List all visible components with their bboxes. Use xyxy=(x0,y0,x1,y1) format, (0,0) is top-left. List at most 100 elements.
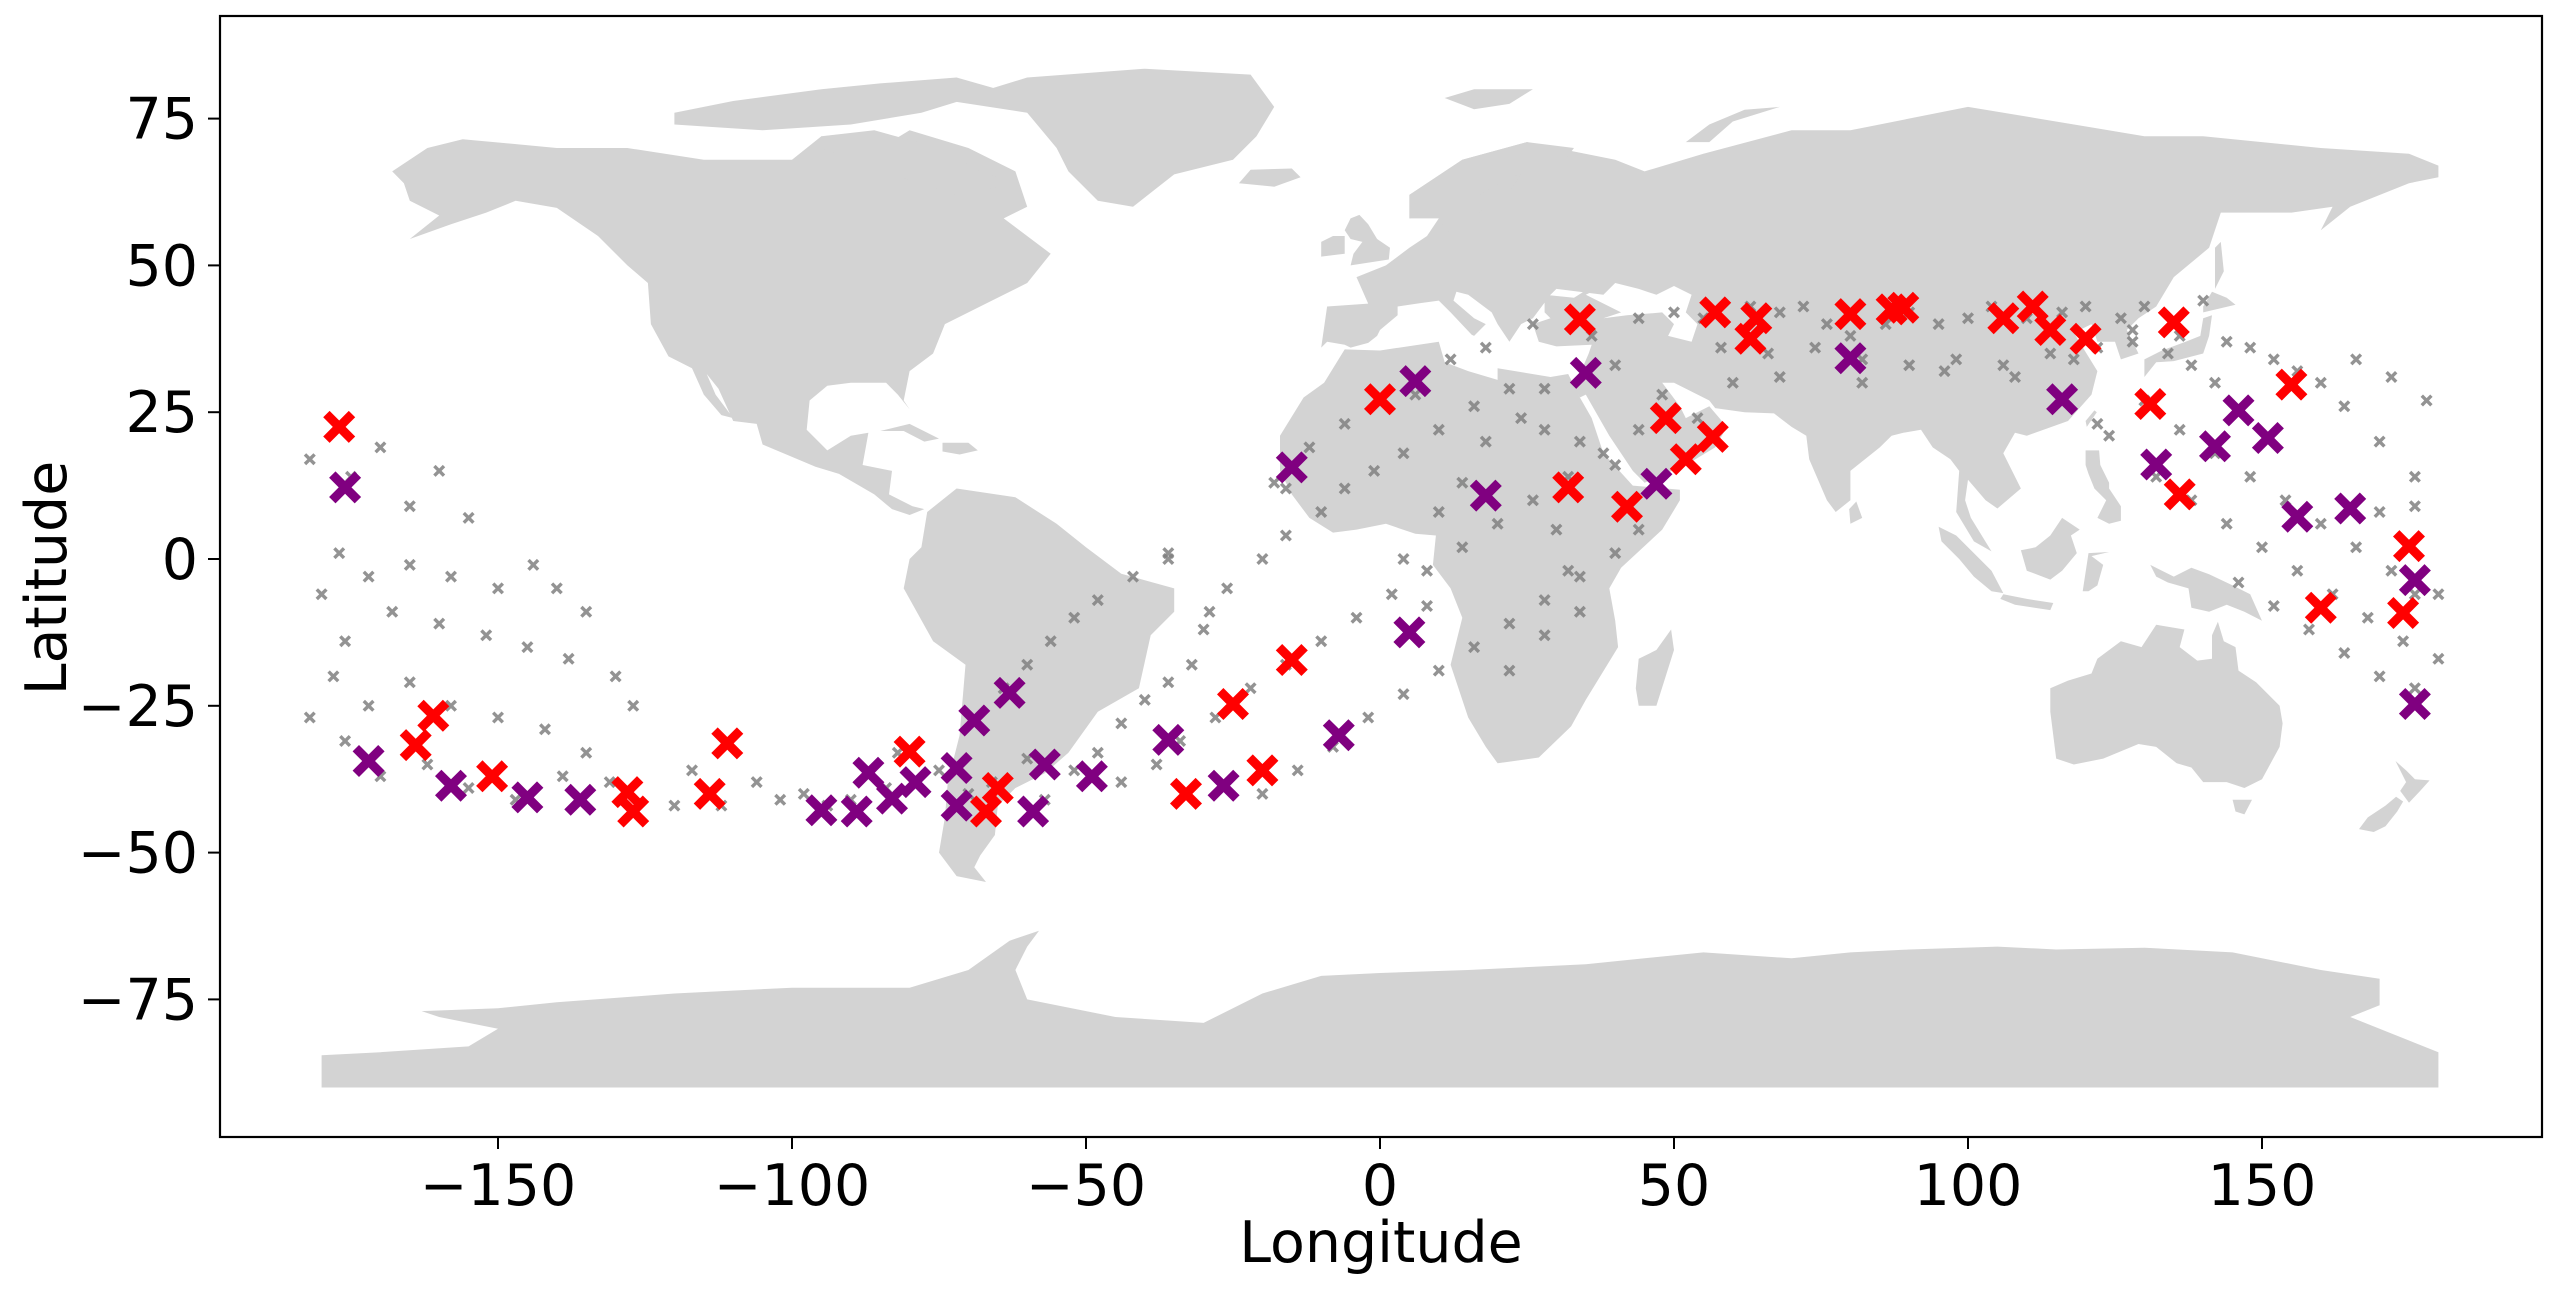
land-polygon xyxy=(1321,106,2439,552)
gray-marker xyxy=(2420,394,2433,407)
gray-marker xyxy=(2385,564,2398,577)
land-polygon xyxy=(2000,594,2054,611)
gray-marker xyxy=(2385,371,2398,383)
gray-marker xyxy=(1997,359,2010,372)
x-axis-ticks: −150 −100 −50 0 50 100 150 xyxy=(420,1137,2316,1219)
gray-marker xyxy=(1138,693,1151,706)
y-tick-label: 75 xyxy=(125,87,198,153)
gray-marker xyxy=(1856,376,1869,389)
gray-marker xyxy=(1773,306,1786,319)
gray-marker xyxy=(1256,787,1269,800)
gray-marker xyxy=(1609,359,1622,372)
gray-marker xyxy=(433,617,446,630)
gray-marker xyxy=(1338,417,1351,430)
purple-marker xyxy=(2140,448,2173,481)
gray-marker xyxy=(362,699,375,712)
gray-marker xyxy=(1538,423,1551,436)
gray-marker xyxy=(1091,594,1104,607)
red-marker xyxy=(1563,303,1596,336)
x-tick-label: 50 xyxy=(1638,1153,1711,1219)
gray-marker xyxy=(462,511,475,524)
purple-marker xyxy=(1275,451,1308,484)
land-polygon xyxy=(950,68,1275,207)
gray-marker xyxy=(2408,470,2421,483)
gray-marker xyxy=(1291,764,1304,777)
purple-marker xyxy=(1469,479,1502,512)
gray-marker xyxy=(2232,576,2245,589)
red-marker xyxy=(1170,777,1202,810)
land-polygon xyxy=(1280,341,1680,764)
gray-marker xyxy=(339,635,352,648)
gray-marker xyxy=(2373,435,2386,448)
gray-marker xyxy=(2185,359,2198,372)
land-polygon xyxy=(2203,291,2236,313)
red-marker xyxy=(2304,591,2337,624)
gray-marker xyxy=(1503,382,1516,395)
gray-marker xyxy=(627,699,640,712)
gray-marker xyxy=(2044,347,2057,360)
red-marker xyxy=(1734,322,1767,355)
purple-marker xyxy=(993,676,1026,709)
gray-marker xyxy=(521,641,534,654)
purple-marker xyxy=(1393,616,1426,649)
gray-marker xyxy=(2256,541,2268,554)
red-marker xyxy=(1669,443,1702,476)
red-marker xyxy=(2275,368,2308,401)
red-marker xyxy=(323,410,356,443)
land-polygon xyxy=(2085,450,2121,524)
gray-marker xyxy=(609,670,622,683)
purple-marker xyxy=(1075,760,1108,793)
gray-marker xyxy=(933,764,945,777)
gray-marker xyxy=(1456,476,1469,489)
gray-marker xyxy=(527,558,540,571)
y-axis-label: Latitude xyxy=(14,461,80,696)
land-polygon xyxy=(880,423,939,442)
purple-marker xyxy=(511,781,544,814)
gray-marker xyxy=(1338,482,1351,495)
gray-marker xyxy=(445,699,457,712)
gray-marker xyxy=(1762,347,1775,360)
red-marker xyxy=(399,729,432,762)
red-marker xyxy=(1987,302,2020,335)
purple-marker xyxy=(1569,356,1602,389)
red-marker xyxy=(1552,471,1585,504)
land-polygon xyxy=(2085,410,2097,427)
gray-marker xyxy=(686,764,698,777)
x-tick-label: 0 xyxy=(1362,1153,1398,1219)
gray-marker xyxy=(1597,447,1610,460)
purple-marker xyxy=(2251,422,2284,454)
purple-marker xyxy=(805,794,838,827)
gray-marker xyxy=(462,782,475,794)
gray-marker xyxy=(1068,611,1081,624)
land-polygon xyxy=(903,488,1175,882)
purple-marker xyxy=(564,783,597,816)
purple-marker xyxy=(329,471,362,504)
gray-marker xyxy=(1362,711,1375,724)
gray-marker xyxy=(1162,676,1175,689)
land-polygon xyxy=(2215,241,2224,289)
land-polygon xyxy=(1409,142,1574,234)
gray-marker xyxy=(2373,670,2386,683)
gray-marker xyxy=(2114,312,2127,325)
land-polygon xyxy=(392,130,1051,516)
gray-marker xyxy=(480,629,493,642)
purple-marker xyxy=(958,704,991,737)
gray-marker xyxy=(1279,529,1292,542)
gray-marker xyxy=(550,582,563,595)
gray-marker xyxy=(2161,347,2174,360)
gray-marker xyxy=(2338,647,2351,659)
gray-marker xyxy=(1397,447,1410,460)
gray-marker xyxy=(603,776,616,789)
purple-marker xyxy=(1152,723,1185,756)
red-marker xyxy=(1740,302,1773,335)
purple-marker xyxy=(435,769,467,802)
gray-marker xyxy=(1538,629,1551,642)
gray-marker xyxy=(1203,605,1216,618)
gray-marker xyxy=(2197,294,2210,307)
gray-marker xyxy=(1021,658,1034,671)
gray-marker xyxy=(1656,388,1669,401)
gray-marker xyxy=(1409,388,1422,401)
land-polygon xyxy=(2020,517,2080,580)
gray-marker xyxy=(2432,588,2445,601)
purple-marker xyxy=(2334,492,2367,525)
